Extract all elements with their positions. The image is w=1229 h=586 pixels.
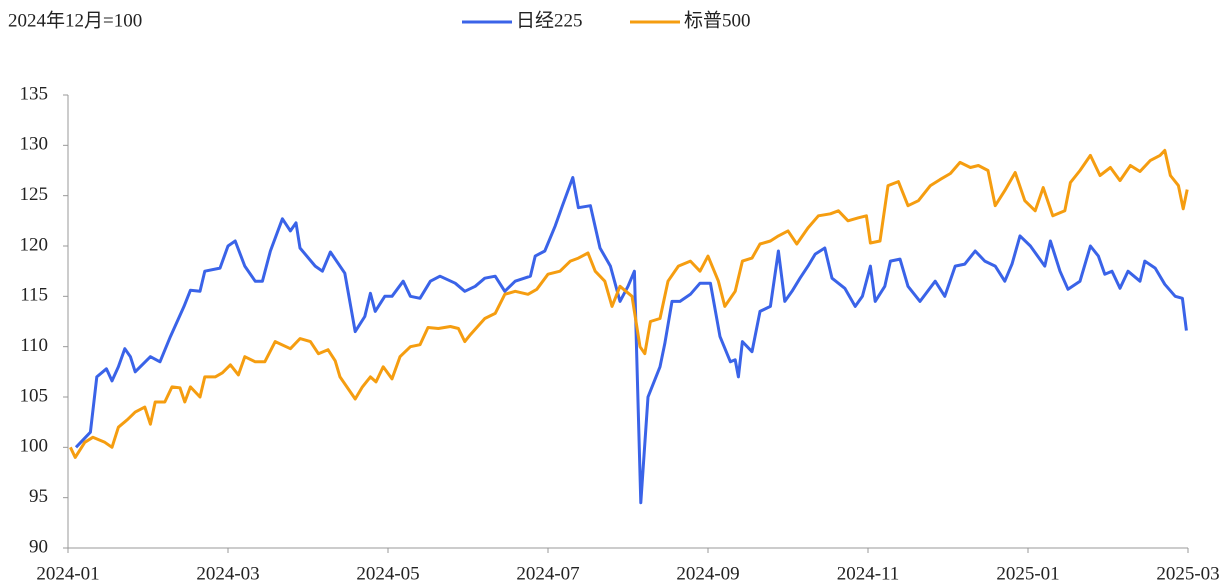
annotation: 2024年12月=100 bbox=[8, 9, 142, 31]
x-tick-label: 2025-03 bbox=[1156, 563, 1219, 584]
y-tick-label: 105 bbox=[20, 385, 49, 406]
x-tick-label: 2024-09 bbox=[676, 563, 739, 584]
legend-label: 标普500 bbox=[684, 9, 751, 31]
y-tick-label: 120 bbox=[20, 234, 49, 255]
line-series bbox=[74, 176, 1188, 505]
y-tick-label: 125 bbox=[20, 184, 49, 205]
y-tick-label: 135 bbox=[20, 83, 49, 104]
x-tick-label: 2024-07 bbox=[516, 563, 579, 584]
line-series bbox=[69, 148, 1189, 459]
x-tick-label: 2024-03 bbox=[196, 563, 259, 584]
x-tick-label: 2024-05 bbox=[356, 563, 419, 584]
x-tick-label: 2024-01 bbox=[36, 563, 99, 584]
y-tick-label: 95 bbox=[29, 486, 48, 507]
y-tick-label: 115 bbox=[20, 285, 48, 306]
y-tick-label: 90 bbox=[29, 536, 48, 557]
y-tick-label: 100 bbox=[20, 436, 49, 457]
legend-label: 日经225 bbox=[516, 9, 583, 31]
x-tick-label: 2025-01 bbox=[996, 563, 1059, 584]
y-tick-label: 130 bbox=[20, 134, 49, 155]
x-tick-label: 2024-11 bbox=[837, 563, 900, 584]
y-tick-label: 110 bbox=[20, 335, 48, 356]
